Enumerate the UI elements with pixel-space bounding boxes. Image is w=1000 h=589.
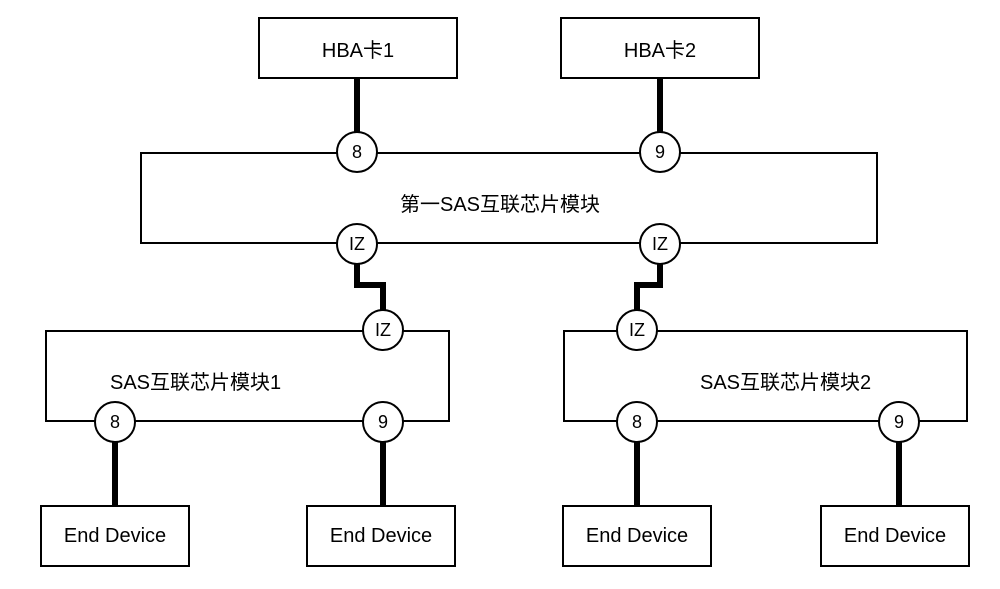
port-first-sas-9-top: 9 [639, 131, 681, 173]
port-label: IZ [349, 234, 365, 255]
port-sas2-8-bottom: 8 [616, 401, 658, 443]
port-label: 8 [352, 142, 362, 163]
edge-hba1-firstsas [354, 79, 360, 134]
edge-sas1-ed2 [380, 440, 386, 505]
node-end-device-2: End Device [306, 505, 456, 567]
edge-firstsas-sas2-v2 [634, 282, 640, 312]
port-sas2-9-bottom: 9 [878, 401, 920, 443]
port-label: IZ [375, 320, 391, 341]
edge-sas1-ed1 [112, 440, 118, 505]
node-hba2: HBA卡2 [560, 17, 760, 79]
port-first-sas-iz-bottom-left: IZ [336, 223, 378, 265]
port-sas1-iz-top: IZ [362, 309, 404, 351]
node-label: End Device [586, 525, 688, 548]
node-label: SAS互联芯片模块2 [700, 366, 871, 395]
port-label: IZ [652, 234, 668, 255]
edge-sas2-ed4 [896, 440, 902, 505]
node-end-device-4: End Device [820, 505, 970, 567]
port-label: 9 [894, 412, 904, 433]
port-sas2-iz-top: IZ [616, 309, 658, 351]
port-label: 8 [110, 412, 120, 433]
node-label: 第一SAS互联芯片模块 [400, 188, 600, 217]
node-label: HBA卡1 [322, 34, 394, 63]
node-end-device-1: End Device [40, 505, 190, 567]
node-label: End Device [844, 525, 946, 548]
port-sas1-9-bottom: 9 [362, 401, 404, 443]
node-label: SAS互联芯片模块1 [110, 366, 281, 395]
node-end-device-3: End Device [562, 505, 712, 567]
node-hba1: HBA卡1 [258, 17, 458, 79]
port-label: 9 [378, 412, 388, 433]
port-first-sas-8-top: 8 [336, 131, 378, 173]
edge-sas2-ed3 [634, 440, 640, 505]
diagram-canvas: { "diagram": { "type": "network", "canva… [0, 0, 1000, 589]
node-label: End Device [64, 525, 166, 548]
node-label: End Device [330, 525, 432, 548]
port-label: 8 [632, 412, 642, 433]
node-label: HBA卡2 [624, 34, 696, 63]
port-label: IZ [629, 320, 645, 341]
edge-firstsas-sas1-v2 [380, 282, 386, 312]
port-sas1-8-bottom: 8 [94, 401, 136, 443]
port-first-sas-iz-bottom-right: IZ [639, 223, 681, 265]
port-label: 9 [655, 142, 665, 163]
edge-hba2-firstsas [657, 79, 663, 134]
